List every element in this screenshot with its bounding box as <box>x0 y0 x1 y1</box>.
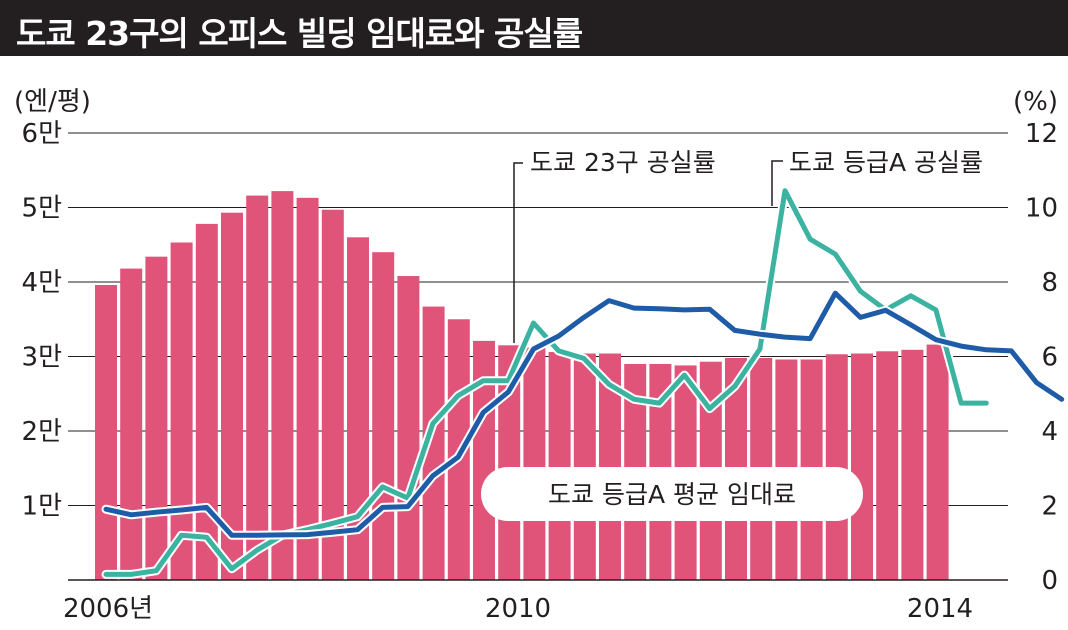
rent-bar <box>271 191 294 581</box>
rent-bar <box>372 252 395 580</box>
grade-a-vacancy-label: 도쿄 등급A 공실률 <box>789 148 983 177</box>
rent-bar <box>548 352 571 580</box>
right-tick-label: 0 <box>1041 566 1058 596</box>
left-tick-label: 3만 <box>22 343 62 373</box>
rent-bar <box>599 353 621 580</box>
x-tick-label: 2010 <box>485 594 551 624</box>
right-tick-label: 4 <box>1041 417 1058 447</box>
rent-bar <box>573 353 596 580</box>
chart-title: 도쿄 23구의 오피스 빌딩 임대료와 공실률 <box>16 14 583 53</box>
x-tick-label: 2006년 <box>63 594 153 624</box>
rent-bar <box>170 242 193 580</box>
rent-bar <box>473 340 495 580</box>
left-axis-unit: (엔/평) <box>14 87 91 117</box>
rent-bar <box>95 284 117 580</box>
rent-bar <box>422 306 445 580</box>
rent-legend-box <box>481 467 863 521</box>
left-tick-label: 5만 <box>22 194 62 224</box>
left-tick-label: 6만 <box>22 119 62 149</box>
right-tick-label: 2 <box>1041 492 1058 522</box>
rent-bar <box>397 276 420 580</box>
rent-bar <box>296 197 319 580</box>
rent-bar <box>321 209 344 581</box>
rent-legend-label: 도쿄 등급A 평균 임대료 <box>548 480 796 509</box>
right-tick-label: 6 <box>1041 343 1058 373</box>
x-tick-label: 2014 <box>907 594 973 624</box>
rent-bar <box>120 268 143 580</box>
rent-bar <box>901 349 924 580</box>
title-bar: 도쿄 23구의 오피스 빌딩 임대료와 공실률 <box>0 0 1068 56</box>
rent-bar <box>876 351 899 580</box>
right-tick-label: 8 <box>1041 268 1058 298</box>
right-tick-label: 12 <box>1025 119 1058 149</box>
left-tick-label: 1만 <box>22 492 62 522</box>
rent-bar <box>195 223 218 580</box>
rent-bar <box>523 347 546 580</box>
tokyo-23-vacancy-label: 도쿄 23구 공실률 <box>530 148 716 177</box>
rent-bar <box>145 256 168 580</box>
grade-a-leader-line <box>771 160 783 206</box>
rent-bar <box>347 237 369 581</box>
grade-a-vacancy-line <box>103 188 989 577</box>
rent-bar <box>926 344 949 580</box>
left-tick-label: 2만 <box>22 417 62 447</box>
rent-bar <box>498 345 521 580</box>
tokyo-23-leader-line <box>513 162 523 343</box>
tokyo-23-vacancy-line <box>103 290 1065 538</box>
right-axis-unit: (%) <box>1013 87 1058 117</box>
left-tick-label: 4만 <box>22 268 62 298</box>
right-tick-label: 10 <box>1025 194 1058 224</box>
rent-bar <box>221 212 243 580</box>
rent-bar <box>851 353 873 580</box>
rent-bar <box>246 195 269 580</box>
